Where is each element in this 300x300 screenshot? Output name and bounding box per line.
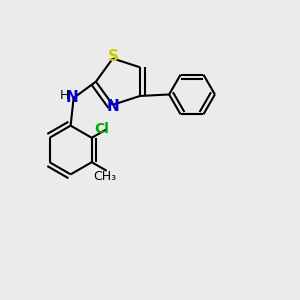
Text: H: H bbox=[59, 89, 69, 102]
Text: Cl: Cl bbox=[94, 122, 109, 136]
Text: CH₃: CH₃ bbox=[94, 170, 117, 183]
Text: N: N bbox=[66, 91, 79, 106]
Text: N: N bbox=[107, 99, 120, 114]
Text: S: S bbox=[108, 49, 119, 64]
